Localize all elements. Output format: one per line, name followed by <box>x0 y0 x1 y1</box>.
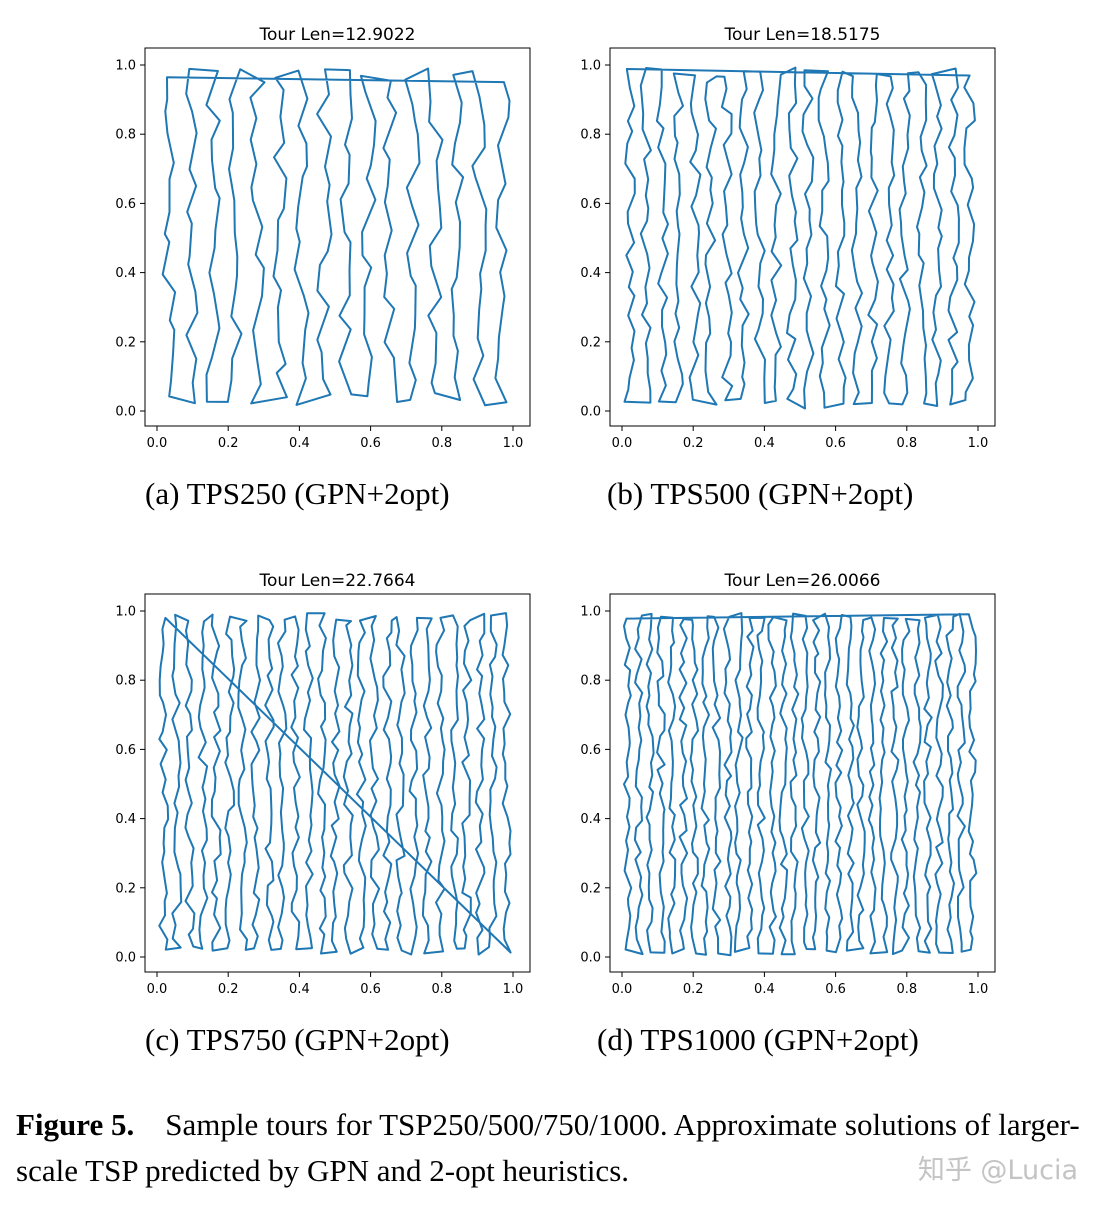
chart-panel-d: Tour Len=26.0066 0.0 0.2 0.4 0.6 0.8 1.0 0.0 0.2… <box>555 564 1015 1019</box>
y-tick-label: 0.4 <box>115 266 136 281</box>
x-tick-label: 0.6 <box>360 982 381 997</box>
axes-frame <box>609 593 996 973</box>
subcaption-c: (c) TPS750 (GPN+2opt) <box>145 1022 450 1057</box>
y-tick-label: 0.6 <box>580 197 601 212</box>
subcaption-d: (d) TPS1000 (GPN+2opt) <box>597 1022 919 1057</box>
x-tick-label: 0.6 <box>825 982 846 997</box>
x-tick-label: 0.2 <box>683 436 704 451</box>
x-tick-label: 0.0 <box>147 982 168 997</box>
tour-plot-c: Tour Len=22.7664 0.0 0.2 0.4 0.6 0.8 1.0 0.0 0.2… <box>115 571 531 997</box>
figure-caption: Figure 5. Sample tours for TSP250/500/75… <box>16 1102 1091 1194</box>
x-tick-label: 0.8 <box>896 436 917 451</box>
x-tick-label: 1.0 <box>503 436 524 451</box>
x-tick-label: 0.6 <box>825 436 846 451</box>
tour-line <box>161 67 511 407</box>
y-tick-label: 0.8 <box>580 128 601 143</box>
x-tick-label: 1.0 <box>503 982 524 997</box>
y-tick-label: 1.0 <box>580 605 601 620</box>
axes-frame <box>144 593 531 973</box>
x-tick-label: 0.2 <box>218 436 239 451</box>
tour-line <box>623 612 978 957</box>
tour-line <box>158 612 512 956</box>
subcaption-a: (a) TPS250 (GPN+2opt) <box>145 476 450 511</box>
x-tick-label: 0.4 <box>289 982 310 997</box>
chart-panel-c: Tour Len=22.7664 0.0 0.2 0.4 0.6 0.8 1.0 0.0 0.2… <box>90 564 550 1019</box>
y-tick-label: 0.4 <box>580 812 601 827</box>
y-tick-label: 1.0 <box>115 605 136 620</box>
tour-plot-b: Tour Len=18.5175 0.0 0.2 0.4 0.6 0.8 1.0 0.0 0.2… <box>580 25 996 451</box>
y-tick-label: 1.0 <box>580 59 601 74</box>
y-tick-label: 1.0 <box>115 59 136 74</box>
x-tick-label: 0.4 <box>289 436 310 451</box>
chart-panel-b: Tour Len=18.5175 0.0 0.2 0.4 0.6 0.8 1.0 0.0 0.2… <box>555 18 1015 473</box>
x-tick-label: 0.0 <box>147 436 168 451</box>
x-tick-label: 0.2 <box>683 982 704 997</box>
chart-title: Tour Len=12.9022 <box>258 25 415 45</box>
axes-frame <box>609 47 996 427</box>
chart-title: Tour Len=18.5175 <box>723 25 880 45</box>
x-tick-label: 1.0 <box>968 436 989 451</box>
y-tick-label: 0.8 <box>115 128 136 143</box>
watermark: 知乎 @Lucia <box>917 1155 1078 1186</box>
y-tick-label: 0.2 <box>115 881 136 896</box>
y-tick-label: 0.2 <box>580 335 601 350</box>
x-tick-label: 0.6 <box>360 436 381 451</box>
tour-line <box>623 66 976 410</box>
y-tick-label: 0.0 <box>580 405 601 420</box>
y-tick-label: 0.0 <box>580 951 601 966</box>
y-tick-label: 0.8 <box>115 674 136 689</box>
x-tick-label: 0.2 <box>218 982 239 997</box>
chart-title: Tour Len=22.7664 <box>258 571 415 591</box>
y-tick-label: 0.2 <box>580 881 601 896</box>
x-tick-label: 0.8 <box>431 982 452 997</box>
x-tick-label: 0.4 <box>754 982 775 997</box>
x-tick-label: 0.8 <box>896 982 917 997</box>
x-tick-label: 1.0 <box>968 982 989 997</box>
y-tick-label: 0.0 <box>115 405 136 420</box>
y-tick-label: 0.4 <box>115 812 136 827</box>
y-tick-label: 0.6 <box>580 743 601 758</box>
tour-plot-d: Tour Len=26.0066 0.0 0.2 0.4 0.6 0.8 1.0 0.0 0.2… <box>580 571 996 997</box>
x-tick-label: 0.0 <box>612 982 633 997</box>
figure-caption-text: Sample tours for TSP250/500/750/1000. Ap… <box>16 1107 1080 1188</box>
x-tick-label: 0.0 <box>612 436 633 451</box>
chart-title: Tour Len=26.0066 <box>723 571 880 591</box>
chart-panel-a: Tour Len=12.9022 0.0 0.2 0.4 0.6 0.8 1.0 0.0 0.2… <box>90 18 550 473</box>
axes-frame <box>144 47 531 427</box>
y-tick-label: 0.0 <box>115 951 136 966</box>
y-tick-label: 0.2 <box>115 335 136 350</box>
y-tick-label: 0.8 <box>580 674 601 689</box>
figure-label: Figure 5. <box>16 1107 135 1142</box>
tour-plot-a: Tour Len=12.9022 0.0 0.2 0.4 0.6 0.8 1.0 0.0 0.2… <box>115 25 531 451</box>
x-tick-label: 0.8 <box>431 436 452 451</box>
y-tick-label: 0.6 <box>115 743 136 758</box>
x-tick-label: 0.4 <box>754 436 775 451</box>
subcaption-b: (b) TPS500 (GPN+2opt) <box>607 476 914 511</box>
y-tick-label: 0.4 <box>580 266 601 281</box>
y-tick-label: 0.6 <box>115 197 136 212</box>
